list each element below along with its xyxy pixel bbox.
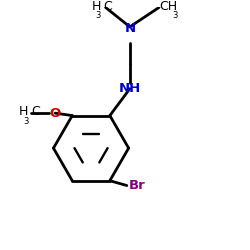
Text: 3: 3 <box>172 11 178 20</box>
Text: NH: NH <box>119 82 141 95</box>
Text: CH: CH <box>159 0 177 13</box>
Text: 3: 3 <box>23 117 28 126</box>
Text: Br: Br <box>129 179 146 192</box>
Text: C: C <box>31 106 40 118</box>
Text: H: H <box>19 106 28 118</box>
Text: 3: 3 <box>95 11 101 20</box>
Text: O: O <box>50 107 61 120</box>
Text: C: C <box>103 0 112 13</box>
Text: N: N <box>124 22 136 35</box>
Text: H: H <box>91 0 101 13</box>
